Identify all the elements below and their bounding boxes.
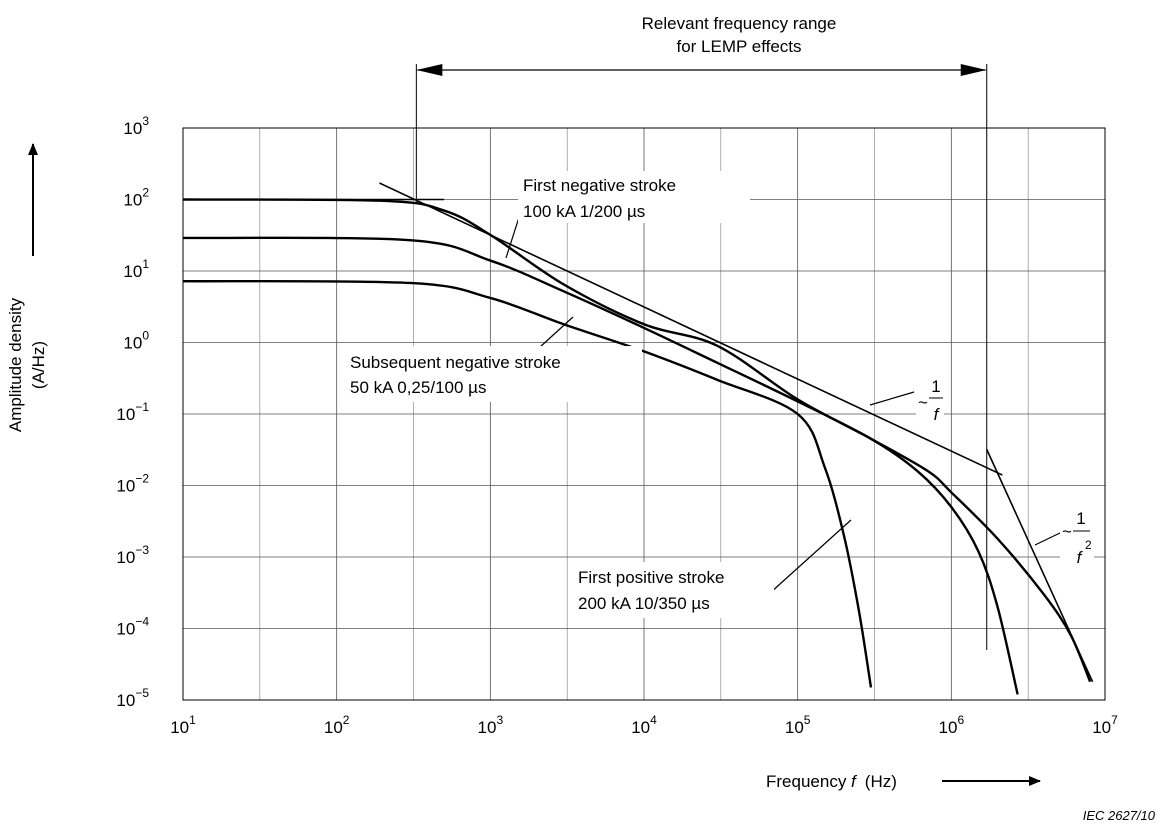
y-tick-label: 10−3: [116, 543, 149, 567]
x-axis-title: Frequency f (Hz): [766, 772, 1040, 791]
subsequent-negative-params: 50 kA 0,25/100 µs: [350, 378, 486, 397]
first-negative-params: 100 kA 1/200 µs: [523, 202, 645, 221]
first-positive-label: First positive stroke: [578, 568, 724, 587]
inv-f2-numerator: 1: [1076, 509, 1085, 528]
y-tick-label: 100: [123, 329, 149, 353]
x-axis-label-unit: (Hz): [865, 772, 897, 791]
inv-f-tilde: ~: [918, 393, 928, 412]
x-tick-label: 103: [478, 713, 504, 737]
y-axis-label-line1: Amplitude density: [6, 297, 25, 432]
y-tick-label: 10−2: [116, 472, 149, 496]
annotation-subsequent-negative: Subsequent negative stroke 50 kA 0,25/10…: [342, 346, 642, 402]
figure-credit: IEC 2627/10: [1083, 808, 1156, 823]
y-tick-label: 102: [123, 186, 149, 210]
inv-f2-exponent: 2: [1085, 538, 1092, 552]
y-tick-label: 10−5: [116, 686, 149, 710]
x-axis-label: Frequency f (Hz): [766, 772, 897, 791]
subsequent-negative-label: Subsequent negative stroke: [350, 353, 561, 372]
x-tick-label: 101: [170, 713, 196, 737]
annotation-first-positive: First positive stroke 200 kA 10/350 µs: [574, 562, 774, 618]
x-tick-label: 104: [631, 713, 657, 737]
x-axis-ticks: 101 102 103 104 105 106 107: [170, 713, 1118, 737]
leader-inv-f: [870, 392, 914, 405]
range-label-line1: Relevant frequency range: [642, 14, 837, 33]
x-tick-label: 102: [324, 713, 350, 737]
range-label-line2: for LEMP effects: [676, 37, 801, 56]
y-axis-label-line2: (A/Hz): [29, 341, 48, 389]
leader-inv-f2: [1035, 532, 1062, 545]
y-axis-title: Amplitude density (A/Hz): [6, 144, 48, 432]
y-tick-label: 10−1: [116, 400, 149, 424]
asymptote-line-2: [380, 183, 1003, 475]
x-tick-label: 105: [785, 713, 811, 737]
y-tick-label: 103: [123, 114, 149, 138]
y-axis-ticks: 10−5 10−4 10−3 10−2 10−1 100 101 102 103: [116, 114, 149, 710]
first-negative-label: First negative stroke: [523, 176, 676, 195]
leader-first-positive: [770, 520, 851, 593]
range-annotation: Relevant frequency range for LEMP effect…: [416, 14, 986, 650]
x-axis-label-prefix: Frequency: [766, 772, 851, 791]
x-axis-label-var: f: [851, 772, 858, 791]
inv-f-numerator: 1: [931, 377, 940, 396]
slope-label-inv-f: ~ 1 f: [916, 374, 944, 428]
inv-f2-tilde: ~: [1062, 522, 1072, 541]
series-line-3: [183, 281, 871, 687]
first-positive-params: 200 kA 10/350 µs: [578, 594, 710, 613]
x-tick-label: 106: [939, 713, 965, 737]
slope-label-inv-f2: ~ 1 f 2: [1060, 509, 1094, 570]
series-line-2: [183, 238, 1018, 695]
x-tick-label: 107: [1092, 713, 1118, 737]
annotation-first-negative: First negative stroke 100 kA 1/200 µs: [518, 171, 750, 223]
y-tick-label: 10−4: [116, 615, 149, 639]
series-curves: [183, 200, 1090, 695]
y-tick-label: 101: [123, 257, 149, 281]
